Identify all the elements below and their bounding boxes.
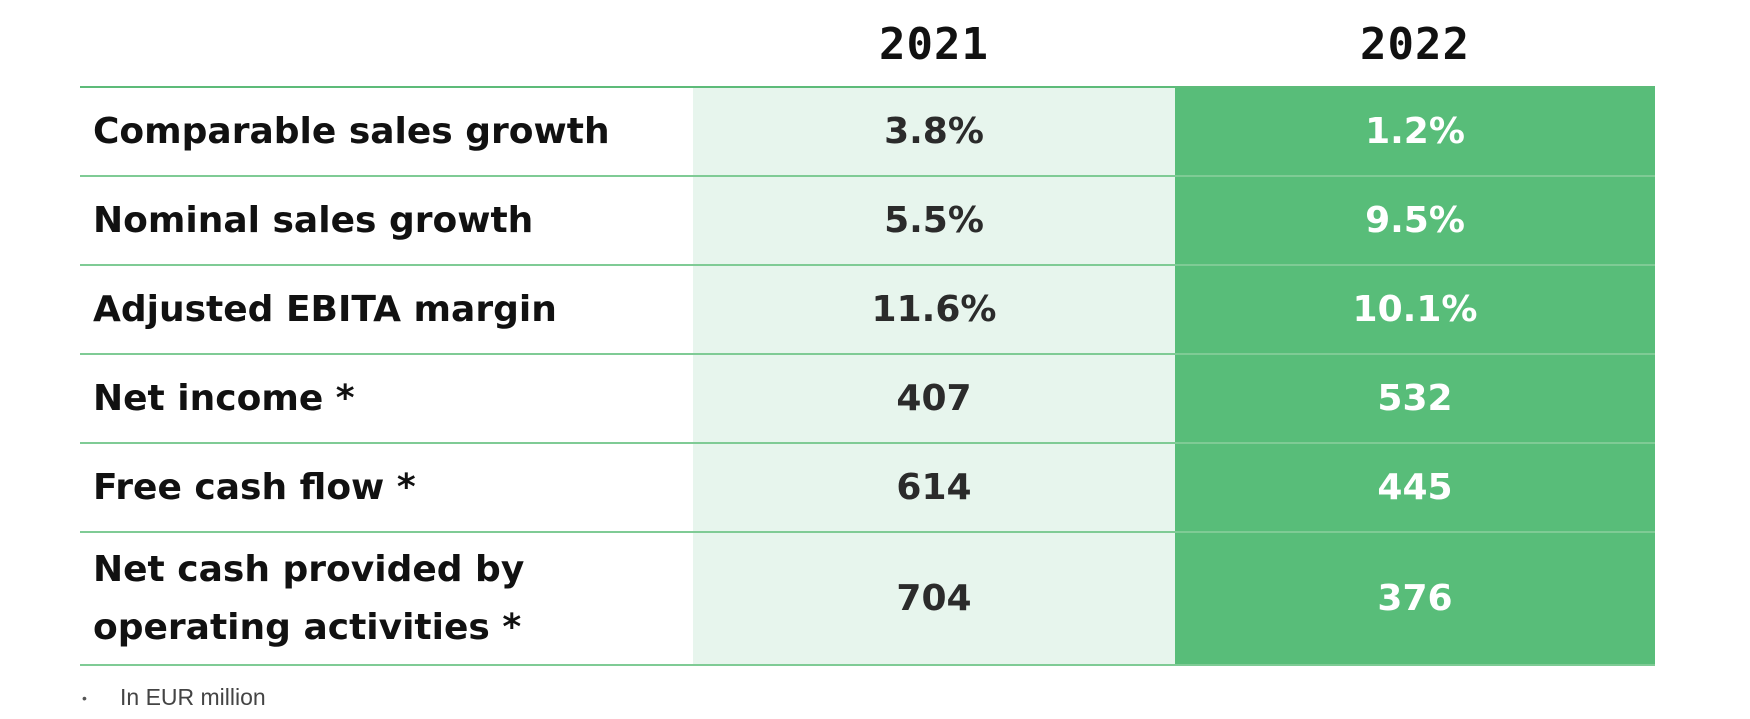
cell-2021: 704 [693,533,1175,664]
cell-2022: 445 [1175,444,1655,531]
column-header-2022: 2022 [1360,18,1470,70]
row-label: Free cash flow * [80,444,693,531]
cell-2022: 9.5% [1175,177,1655,264]
cell-2021: 614 [693,444,1175,531]
row-label: Net income * [80,355,693,442]
row-label: Comparable sales growth [80,88,693,175]
table-row: Free cash flow * 614 445 [80,444,1655,533]
table-row: Net cash provided by operating activitie… [80,533,1655,666]
bullet-icon: • [82,689,87,706]
row-label: Net cash provided by operating activitie… [80,533,693,664]
metrics-table: Comparable sales growth 3.8% 1.2% Nomina… [80,86,1655,666]
cell-2021: 5.5% [693,177,1175,264]
cell-2021: 3.8% [693,88,1175,175]
footnote: • In EUR million [82,684,266,711]
table-row: Nominal sales growth 5.5% 9.5% [80,177,1655,266]
row-label: Nominal sales growth [80,177,693,264]
cell-2022: 1.2% [1175,88,1655,175]
table-row: Net income * 407 532 [80,355,1655,444]
table-row: Comparable sales growth 3.8% 1.2% [80,88,1655,177]
cell-2022: 532 [1175,355,1655,442]
footnote-text: In EUR million [120,684,266,710]
column-header-2021: 2021 [879,18,989,70]
table-row: Adjusted EBITA margin 11.6% 10.1% [80,266,1655,355]
row-label: Adjusted EBITA margin [80,266,693,353]
cell-2021: 11.6% [693,266,1175,353]
cell-2022: 376 [1175,533,1655,664]
cell-2021: 407 [693,355,1175,442]
cell-2022: 10.1% [1175,266,1655,353]
